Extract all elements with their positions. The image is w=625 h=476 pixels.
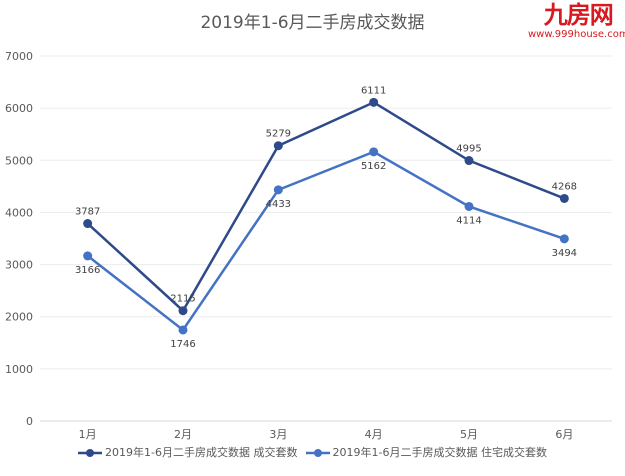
y-tick-label: 2000 [5,311,33,324]
data-point [369,147,379,157]
data-label: 3787 [75,207,100,218]
y-tick-label: 0 [26,415,33,428]
chart-title: 2019年1-6月二手房成交数据 [200,13,425,33]
data-label: 5162 [361,161,386,172]
data-label: 2115 [170,294,195,305]
data-label: 4114 [456,215,481,226]
data-point [559,234,569,244]
data-point [83,219,93,229]
watermark: 九房网 www.999house.com [528,2,625,41]
data-point [464,201,474,211]
legend-marker-1 [78,448,103,457]
watermark-logo: 九房网 [543,1,614,29]
data-point [273,141,283,151]
legend: 2019年1-6月二手房成交数据 成交套数 2019年1-6月二手房成交数据 住… [0,446,625,459]
data-point [178,306,188,316]
data-point [83,251,93,261]
data-label: 4268 [552,181,577,192]
legend-label-2: 2019年1-6月二手房成交数据 住宅成交套数 [332,446,547,459]
x-tick-label: 4月 [365,428,383,441]
data-point [464,156,474,166]
data-label: 3494 [552,248,577,259]
y-tick-label: 7000 [5,50,33,63]
x-tick-label: 1月 [79,428,97,441]
data-label: 3166 [75,265,100,276]
x-tick-label: 3月 [269,428,287,441]
legend-item-2[interactable]: 2019年1-6月二手房成交数据 住宅成交套数 [305,446,547,459]
legend-marker-2 [305,448,330,457]
x-tick-label: 6月 [555,428,573,441]
series-line-2 [86,150,565,332]
legend-label-1: 2019年1-6月二手房成交数据 成交套数 [105,446,298,459]
data-point [559,193,569,203]
watermark-url: www.999house.com [528,29,625,40]
y-tick-label: 5000 [5,154,33,167]
data-point [273,185,283,195]
data-point [178,325,188,335]
data-label: 5279 [266,129,291,140]
y-tick-label: 3000 [5,259,33,272]
data-label: 1746 [170,339,195,350]
y-tick-label: 4000 [5,206,33,219]
data-label: 4433 [266,199,291,210]
legend-item-1[interactable]: 2019年1-6月二手房成交数据 成交套数 [78,446,298,459]
data-point [369,97,379,107]
x-tick-label: 2月 [174,428,192,441]
data-label: 6111 [361,85,386,96]
y-tick-label: 6000 [5,102,33,115]
data-label: 4995 [456,144,481,155]
x-tick-label: 5月 [460,428,478,441]
series-line-1 [86,100,565,313]
y-tick-label: 1000 [5,363,33,376]
